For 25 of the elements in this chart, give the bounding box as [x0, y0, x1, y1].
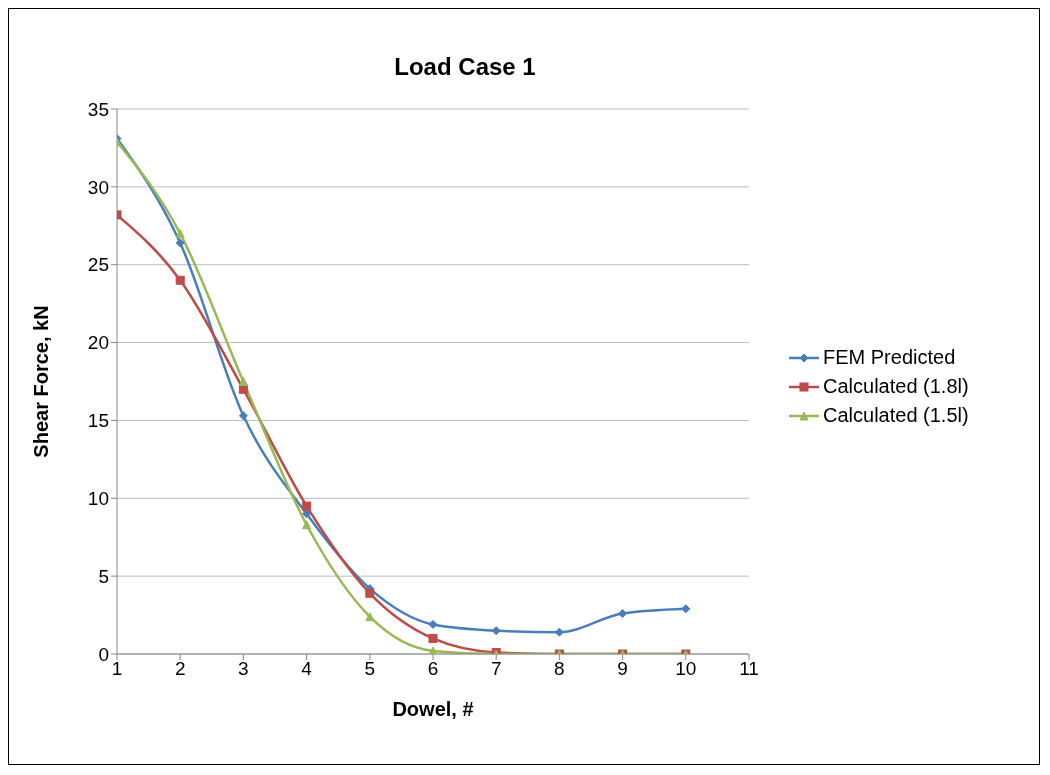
- y-axis-title: Shear Force, kN: [30, 305, 53, 458]
- y-tick-label: 20: [87, 332, 109, 354]
- x-tick-label: 2: [174, 658, 186, 680]
- x-tick-label: 4: [301, 658, 313, 680]
- legend-label: FEM Predicted: [823, 346, 956, 369]
- x-axis-title: Dowel, #: [392, 698, 474, 720]
- x-tick-label: 11: [739, 658, 759, 680]
- x-tick-label: 10: [675, 658, 697, 680]
- y-tick-label: 5: [98, 565, 109, 587]
- x-tick-label: 1: [111, 658, 123, 680]
- x-tick-label: 3: [238, 658, 249, 680]
- y-tick-label: 10: [87, 488, 109, 510]
- y-tick-label: 25: [87, 254, 109, 276]
- x-tick-label: 6: [427, 658, 439, 680]
- x-tick-label: 7: [490, 658, 502, 680]
- chart-title: Load Case 1: [393, 53, 537, 81]
- x-tick-label: 9: [617, 658, 628, 680]
- y-tick-label: 0: [98, 643, 109, 665]
- legend-label: Calculated (1.5l): [823, 404, 969, 427]
- x-tick-label: 5: [364, 658, 376, 680]
- legend-label: Calculated (1.8l): [823, 375, 969, 398]
- y-tick-label: 35: [87, 98, 109, 120]
- y-tick-label: 15: [87, 410, 109, 432]
- y-tick-label: 30: [87, 176, 109, 198]
- x-tick-label: 8: [554, 658, 565, 680]
